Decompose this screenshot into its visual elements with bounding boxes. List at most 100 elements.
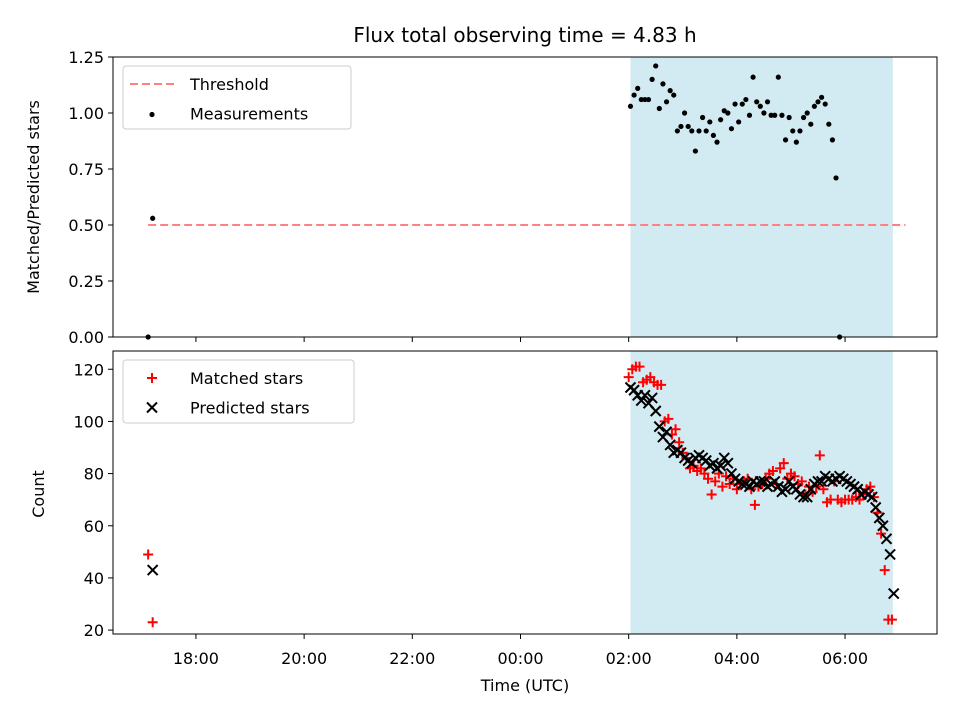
top-measurement-point bbox=[786, 114, 792, 121]
top-measurement-point bbox=[804, 110, 810, 116]
top-measurement-point bbox=[764, 99, 771, 105]
matched-star-point bbox=[886, 614, 897, 625]
bottom-y-tick-label: 20 bbox=[84, 621, 104, 640]
bottom-y-axis-label: Count bbox=[29, 470, 48, 518]
bottom-y-tick-label: 80 bbox=[84, 465, 104, 484]
top-axes-frame bbox=[112, 56, 938, 338]
matched-star-point bbox=[879, 565, 890, 576]
predicted-star-point bbox=[628, 384, 640, 396]
bottom-y-tick-label: 100 bbox=[73, 412, 104, 431]
x-axis-label: Time (UTC) bbox=[480, 676, 569, 695]
legend-label: Predicted stars bbox=[190, 399, 310, 418]
legend-predicted-swatch bbox=[146, 401, 158, 414]
predicted-star-point bbox=[722, 457, 734, 469]
top-measurement-point bbox=[667, 88, 673, 94]
matched-star-point bbox=[645, 372, 656, 383]
bottom-y-tick-label: 60 bbox=[84, 517, 104, 536]
top-measurement-point bbox=[772, 112, 778, 118]
top-measurement-point bbox=[790, 128, 796, 134]
predicted-star-point bbox=[736, 478, 748, 490]
predicted-star-point bbox=[815, 475, 828, 488]
matched-star-point bbox=[731, 484, 742, 495]
top-measurement-point bbox=[782, 137, 789, 143]
predicted-star-point bbox=[707, 457, 720, 469]
predicted-star-point bbox=[714, 460, 727, 472]
bottom-y-tick-label: 40 bbox=[84, 569, 104, 588]
top-measurement-point bbox=[656, 105, 662, 112]
x-tick-label: 04:00 bbox=[714, 649, 760, 668]
predicted-star-point bbox=[664, 439, 676, 451]
matched-star-point bbox=[814, 450, 825, 461]
matched-star-point bbox=[865, 481, 876, 492]
matched-star-point bbox=[147, 617, 158, 628]
top-measurement-point bbox=[642, 96, 648, 103]
predicted-star-point bbox=[646, 392, 658, 404]
predicted-star-point bbox=[772, 480, 785, 493]
matched-star-point bbox=[634, 361, 645, 372]
matched-star-point bbox=[778, 458, 789, 469]
top-measurement-point bbox=[826, 121, 832, 127]
top-measurement-point bbox=[736, 119, 742, 125]
legend-label: Matched stars bbox=[190, 369, 303, 388]
top-measurement-point bbox=[761, 110, 767, 116]
top-measurement-point bbox=[649, 76, 655, 82]
top-measurement-point bbox=[671, 92, 677, 98]
top-y-axis-label: Matched/Predicted stars bbox=[24, 100, 43, 294]
predicted-star-point bbox=[801, 491, 813, 503]
predicted-star-point bbox=[873, 512, 886, 524]
matched-star-point bbox=[749, 499, 760, 510]
predicted-star-point bbox=[653, 420, 666, 433]
predicted-star-point bbox=[769, 475, 781, 488]
top-measurement-point bbox=[681, 110, 688, 116]
matched-star-point bbox=[876, 528, 887, 539]
legend-label: Threshold bbox=[189, 75, 269, 94]
predicted-star-point bbox=[866, 491, 878, 503]
top-measurement-point bbox=[689, 128, 695, 134]
matched-star-point bbox=[623, 372, 634, 383]
matched-star-point bbox=[775, 463, 786, 474]
top-measurement-point bbox=[728, 126, 735, 132]
matched-star-point bbox=[143, 549, 154, 560]
predicted-star-point bbox=[754, 475, 767, 488]
matched-star-point bbox=[717, 481, 728, 492]
bottom-observing-window bbox=[630, 351, 893, 634]
top-measurement-point bbox=[775, 74, 781, 80]
predicted-star-point bbox=[639, 389, 651, 402]
x-tick-label: 18:00 bbox=[173, 649, 219, 668]
predicted-star-point bbox=[635, 394, 648, 407]
predicted-star-point bbox=[812, 475, 824, 488]
matched-star-point bbox=[724, 479, 735, 490]
predicted-star-point bbox=[888, 587, 900, 600]
top-y-tick-label: 0.75 bbox=[68, 160, 104, 179]
top-observing-window bbox=[630, 57, 893, 337]
top-measurement-point bbox=[725, 110, 731, 116]
predicted-star-point bbox=[779, 483, 792, 495]
top-measurement-point bbox=[811, 103, 817, 109]
top-measurement-point bbox=[829, 137, 836, 143]
top-measurement-point bbox=[645, 96, 652, 103]
matched-star-point bbox=[710, 476, 721, 487]
bottom-axes-frame bbox=[112, 350, 938, 635]
top-measurement-point bbox=[732, 101, 738, 107]
x-tick-label: 22:00 bbox=[389, 649, 435, 668]
top-measurement-point bbox=[653, 63, 659, 69]
top-measurement-point bbox=[768, 112, 774, 118]
top-measurement-point bbox=[750, 74, 756, 80]
top-measurement-point bbox=[700, 114, 706, 121]
x-tick-label: 20:00 bbox=[281, 649, 327, 668]
top-measurement-point bbox=[674, 128, 680, 134]
top-y-tick-label: 1.00 bbox=[68, 104, 104, 123]
top-measurement-point bbox=[663, 99, 670, 105]
predicted-star-point bbox=[758, 475, 770, 488]
matched-star-point bbox=[703, 473, 714, 484]
x-tick-label: 02:00 bbox=[606, 649, 652, 668]
x-tick-label: 06:00 bbox=[822, 649, 868, 668]
predicted-star-point bbox=[877, 520, 889, 532]
top-y-tick-label: 0.00 bbox=[68, 328, 104, 347]
predicted-star-point bbox=[743, 480, 756, 493]
top-measurement-point bbox=[710, 132, 717, 138]
top-measurement-point bbox=[714, 139, 720, 145]
top-measurement-point bbox=[703, 128, 709, 134]
legend-matched-swatch bbox=[147, 373, 157, 383]
matched-star-point bbox=[674, 437, 685, 448]
